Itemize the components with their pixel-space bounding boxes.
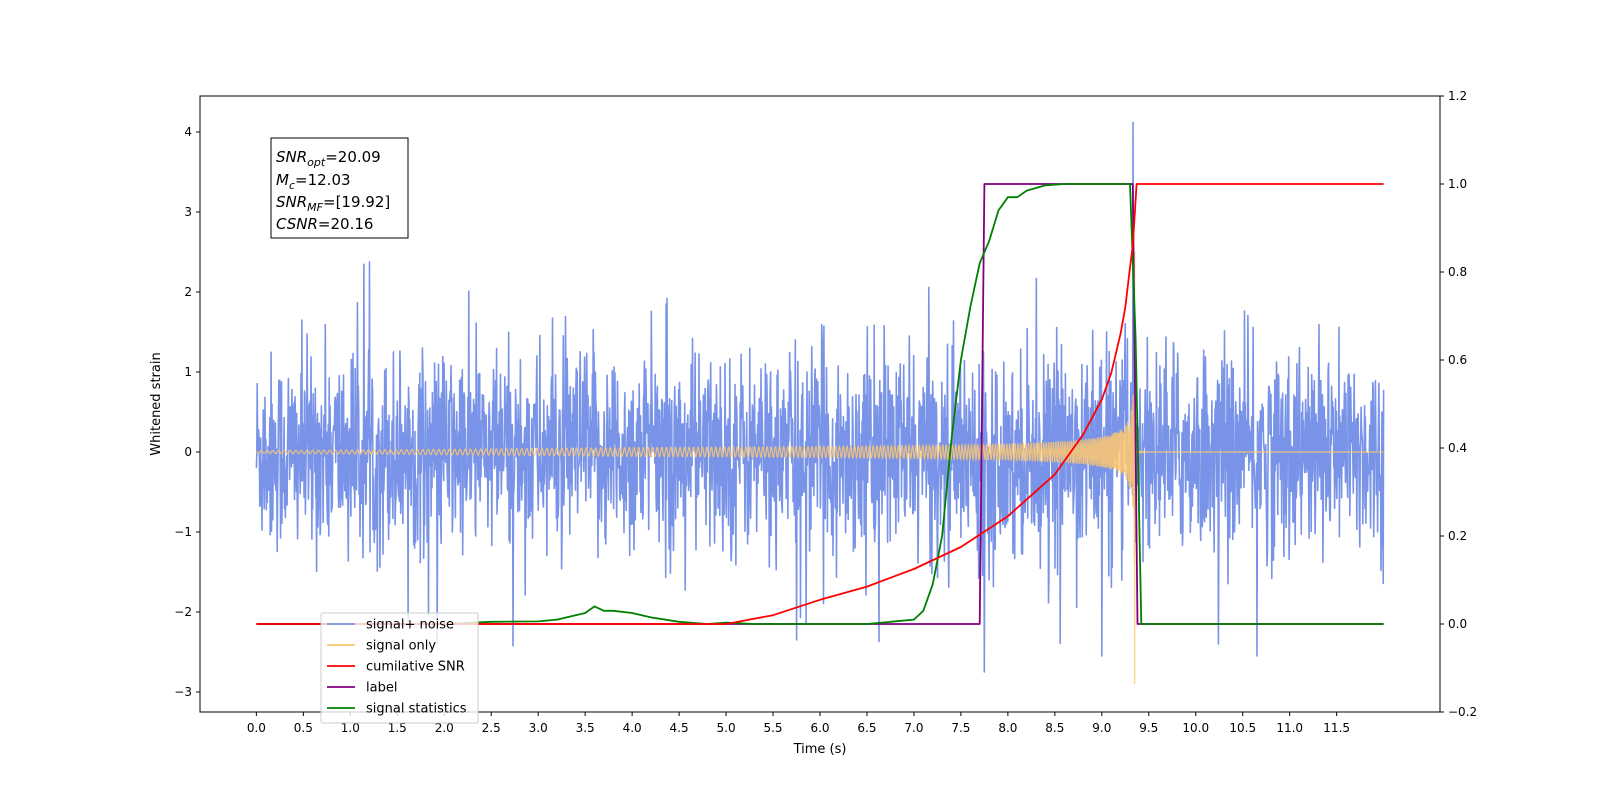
x-tick-label: 0.5 bbox=[294, 721, 313, 735]
y-right-tick-label: 1.0 bbox=[1448, 177, 1467, 191]
x-tick-label: 0.0 bbox=[247, 721, 266, 735]
y-right-tick-label: −0.2 bbox=[1448, 705, 1477, 719]
x-tick-label: 7.5 bbox=[951, 721, 970, 735]
metrics-annotation: SNRopt=20.09 Mc=12.03 SNRMF=[19.92] CSNR… bbox=[270, 137, 409, 239]
series-signal-only bbox=[255, 251, 1384, 685]
x-tick-label: 8.0 bbox=[998, 721, 1017, 735]
y-right-tick-label: 1.2 bbox=[1448, 89, 1467, 103]
x-tick-label: 9.0 bbox=[1092, 721, 1111, 735]
x-tick-label: 3.5 bbox=[576, 721, 595, 735]
x-tick-label: 2.0 bbox=[435, 721, 454, 735]
y-left-tick-label: 2 bbox=[184, 285, 192, 299]
annotation-mc: Mc=12.03 bbox=[276, 171, 351, 192]
y-right-tick-label: 0.8 bbox=[1448, 265, 1467, 279]
x-tick-label: 1.5 bbox=[388, 721, 407, 735]
x-tick-label: 4.0 bbox=[623, 721, 642, 735]
x-axis-ticks: 0.0 0.5 1.0 1.5 2.0 2.5 3.0 3.5 4.0 4.5 5.0 5.5 6.0 6… bbox=[247, 712, 1350, 735]
y-right-tick-label: 0.2 bbox=[1448, 529, 1467, 543]
series-signal-statistics bbox=[256, 183, 1384, 625]
legend-label: label bbox=[366, 681, 397, 696]
x-tick-label: 6.0 bbox=[810, 721, 829, 735]
legend: signal+ noise signal only cumilative SNR la… bbox=[320, 612, 479, 724]
legend-label: cumilative SNR bbox=[366, 660, 465, 675]
y-left-tick-label: 0 bbox=[184, 445, 192, 459]
x-tick-label: 6.5 bbox=[857, 721, 876, 735]
y-axis-label: Whitened strain bbox=[149, 352, 164, 455]
x-tick-label: 11.0 bbox=[1276, 721, 1303, 735]
y-left-tick-label: 4 bbox=[184, 125, 192, 139]
x-tick-label: 11.5 bbox=[1323, 721, 1350, 735]
x-tick-label: 9.5 bbox=[1139, 721, 1158, 735]
x-tick-label: 4.5 bbox=[670, 721, 689, 735]
x-axis-label: Time (s) bbox=[793, 742, 847, 757]
y-right-tick-label: 0.6 bbox=[1448, 353, 1467, 367]
legend-label: signal statistics bbox=[366, 702, 467, 717]
y-right-tick-label: 0.4 bbox=[1448, 441, 1467, 455]
x-tick-label: 5.0 bbox=[717, 721, 736, 735]
y-right-tick-label: 0.0 bbox=[1448, 617, 1467, 631]
x-tick-label: 10.0 bbox=[1182, 721, 1209, 735]
y-left-tick-label: 1 bbox=[184, 365, 192, 379]
y-left-tick-label: −1 bbox=[174, 525, 192, 539]
x-tick-label: 8.5 bbox=[1045, 721, 1064, 735]
y-left-tick-label: −2 bbox=[174, 605, 192, 619]
x-tick-label: 3.0 bbox=[529, 721, 548, 735]
y-left-tick-label: −3 bbox=[174, 685, 192, 699]
y-axis-right-ticks: −0.2 0.0 0.2 0.4 0.6 0.8 1.0 1.2 bbox=[1440, 89, 1477, 719]
y-left-tick-label: 3 bbox=[184, 205, 192, 219]
y-axis-left-ticks: −3 −2 −1 0 1 2 3 4 bbox=[174, 125, 200, 699]
x-tick-label: 10.5 bbox=[1229, 721, 1256, 735]
legend-label: signal only bbox=[366, 639, 436, 654]
series-cumulative-snr bbox=[256, 183, 1384, 625]
annotation-snr-opt: SNRopt=20.09 bbox=[276, 148, 381, 169]
x-tick-label: 5.5 bbox=[763, 721, 782, 735]
legend-label: signal+ noise bbox=[366, 618, 454, 633]
annotation-snr-mf: SNRMF=[19.92] bbox=[276, 193, 390, 214]
plot-area bbox=[255, 121, 1385, 685]
annotation-csnr: CSNR=20.16 bbox=[276, 215, 373, 233]
x-tick-label: 1.0 bbox=[341, 721, 360, 735]
x-tick-label: 2.5 bbox=[482, 721, 501, 735]
series-signal-noise bbox=[255, 121, 1385, 673]
x-tick-label: 7.0 bbox=[904, 721, 923, 735]
